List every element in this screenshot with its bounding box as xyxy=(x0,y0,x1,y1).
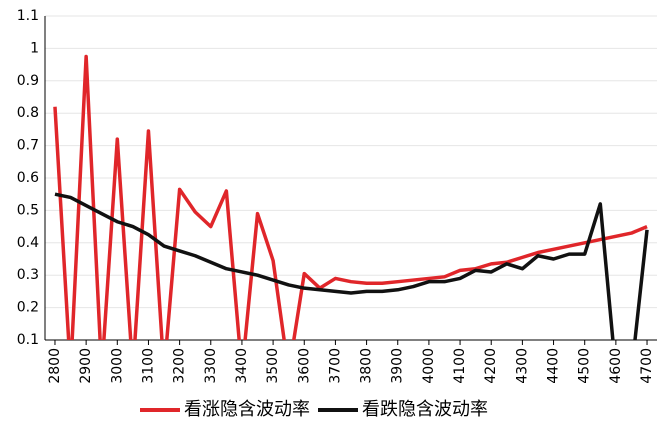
plot-area xyxy=(53,54,649,340)
x-tick-label: 4500 xyxy=(577,348,593,384)
x-tick-label: 2900 xyxy=(78,348,94,384)
x-tick-label: 4700 xyxy=(639,348,655,384)
x-tick-label: 4100 xyxy=(452,348,468,384)
x-tick-label: 3400 xyxy=(234,348,250,384)
y-tick-label: 0.5 xyxy=(17,202,39,218)
x-tick-label: 2800 xyxy=(47,348,63,384)
x-tick-label: 4600 xyxy=(608,348,624,384)
x-tick-label: 3200 xyxy=(172,348,188,384)
y-tick-label: 0.3 xyxy=(17,267,39,283)
x-tick-label: 3000 xyxy=(109,348,125,384)
x-tick-label: 3600 xyxy=(296,348,312,384)
x-tick-label: 4400 xyxy=(546,348,562,384)
x-tick-label: 3900 xyxy=(390,348,406,384)
x-tick-label: 4000 xyxy=(421,348,437,384)
legend-label: 看涨隐含波动率 xyxy=(184,399,310,420)
y-tick-label: 0.7 xyxy=(17,138,39,154)
y-tick-label: 0.9 xyxy=(17,73,39,89)
x-tick-label: 4300 xyxy=(514,348,530,384)
y-tick-label: 1.1 xyxy=(17,8,39,24)
y-tick-label: 0.1 xyxy=(17,332,39,348)
x-tick-label: 4200 xyxy=(483,348,499,384)
y-tick-label: 0.6 xyxy=(17,170,39,186)
x-tick-label: 3800 xyxy=(359,348,375,384)
y-tick-label: 0.4 xyxy=(17,235,39,251)
legend-label: 看跌隐含波动率 xyxy=(362,399,488,420)
y-tick-label: 1 xyxy=(30,40,39,56)
series-line xyxy=(53,54,648,340)
x-tick-label: 3300 xyxy=(203,348,219,384)
series-line xyxy=(54,192,649,340)
y-tick-label: 0.8 xyxy=(17,105,39,121)
y-tick-label: 0.2 xyxy=(17,300,39,316)
x-tick-label: 3500 xyxy=(265,348,281,384)
x-tick-label: 3100 xyxy=(140,348,156,384)
x-tick-label: 3700 xyxy=(327,348,343,384)
